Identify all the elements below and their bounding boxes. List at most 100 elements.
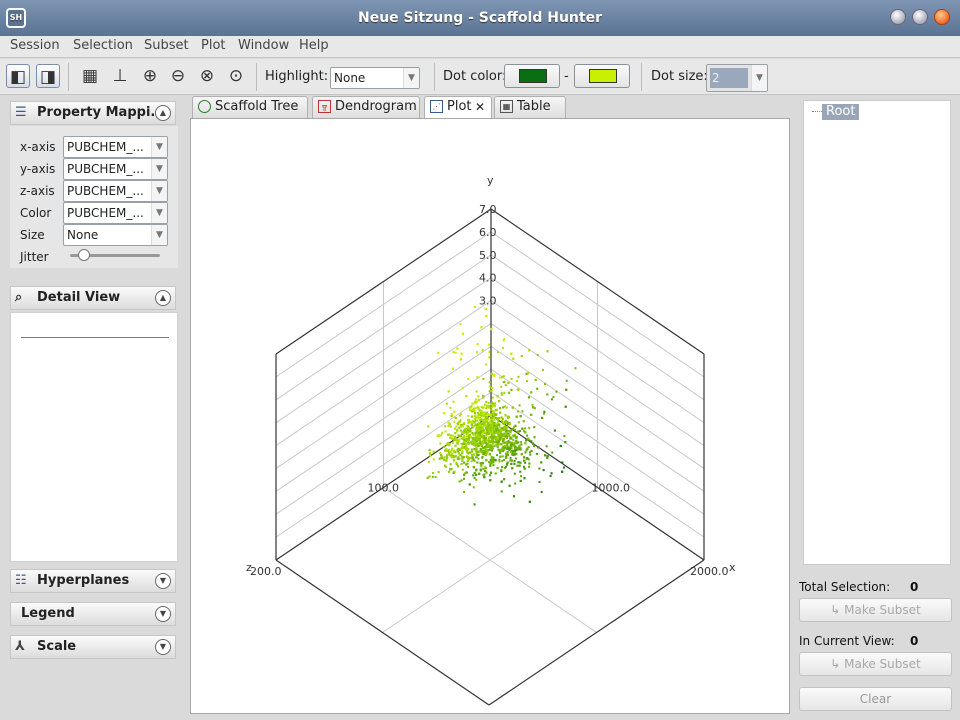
scatter-point xyxy=(480,326,483,329)
color-select[interactable]: PUBCHEM_... ▼ xyxy=(63,202,168,224)
scatter-point xyxy=(490,455,493,458)
scatter-point xyxy=(452,441,455,444)
collapse-icon[interactable]: ▲ xyxy=(155,105,171,121)
expand-icon[interactable]: ▼ xyxy=(155,606,171,622)
zoom-reset-icon[interactable]: ⊙ xyxy=(228,66,244,86)
box-edge xyxy=(490,208,705,355)
scatter-point xyxy=(483,430,486,433)
scatter-point xyxy=(489,464,492,467)
jitter-slider-thumb[interactable] xyxy=(77,249,90,261)
tab-plot[interactable]: ⋰ Plot ✕ xyxy=(424,96,492,119)
highlight-select[interactable]: None ▼ xyxy=(330,67,420,89)
menu-session[interactable]: Session xyxy=(10,38,60,53)
scatter-point xyxy=(458,458,461,461)
dot-color-to-button[interactable] xyxy=(574,64,630,88)
scatter-point xyxy=(465,428,468,431)
menu-window[interactable]: Window xyxy=(238,38,290,53)
scatter-point xyxy=(499,451,502,454)
scatter-point xyxy=(543,410,546,413)
scatter-point xyxy=(476,429,479,432)
scatter-point xyxy=(500,480,503,483)
dot-color-from-button[interactable] xyxy=(504,64,560,88)
scatter-3d-plot[interactable]: 7.0 6.0 5.0 4.0 3.0 y 1000.0 2000.0 x 100.0 200.0z xyxy=(191,119,789,713)
hyperplanes-header[interactable]: ☷ Hyperplanes ▼ xyxy=(10,569,176,593)
z-axis-select[interactable]: PUBCHEM_... ▼ xyxy=(63,180,168,202)
scatter-point xyxy=(471,422,474,425)
toggle-left-panel-icon[interactable]: ◧ xyxy=(6,64,30,88)
scatter-point xyxy=(465,395,468,398)
scatter-point xyxy=(459,423,462,426)
size-select[interactable]: None ▼ xyxy=(63,224,168,246)
scatter-point xyxy=(455,461,458,464)
scatter-point xyxy=(467,447,470,450)
tab-scaffold-tree[interactable]: Scaffold Tree xyxy=(192,96,308,118)
scatter-point xyxy=(504,444,507,447)
jitter-slider-track[interactable] xyxy=(70,254,160,257)
menu-subset[interactable]: Subset xyxy=(144,38,189,53)
expand-icon[interactable]: ▼ xyxy=(155,639,171,655)
expand-icon[interactable]: ▼ xyxy=(155,573,171,589)
scatter-point xyxy=(506,421,509,424)
color-swatch-to xyxy=(589,69,617,83)
search-icon: ⌕ xyxy=(15,290,23,305)
tab-table[interactable]: ▦ Table xyxy=(494,96,566,118)
scatter-point xyxy=(462,332,465,335)
scatter-point xyxy=(503,420,506,423)
scatter-point xyxy=(503,478,506,481)
close-tab-icon[interactable]: ✕ xyxy=(474,100,485,114)
menu-selection[interactable]: Selection xyxy=(73,38,133,53)
scatter-point xyxy=(475,431,478,434)
minimize-button[interactable] xyxy=(890,9,906,25)
scatter-point xyxy=(517,375,520,378)
scatter-point xyxy=(459,429,462,432)
scatter-point xyxy=(499,436,502,439)
scatter-point xyxy=(532,406,535,409)
scatter-point xyxy=(482,396,485,399)
collapse-icon[interactable]: ▲ xyxy=(155,290,171,306)
zoom-out-icon[interactable]: ⊖ xyxy=(170,66,186,86)
grid-icon[interactable]: ▦ xyxy=(81,66,99,86)
y-axis-select[interactable]: PUBCHEM_... ▼ xyxy=(63,158,168,180)
scatter-point xyxy=(481,456,484,459)
clear-button[interactable]: Clear xyxy=(799,687,952,711)
x-axis-select[interactable]: PUBCHEM_... ▼ xyxy=(63,136,168,158)
zoom-in-icon[interactable]: ⊕ xyxy=(142,66,158,86)
scatter-point xyxy=(488,445,491,448)
menu-plot[interactable]: Plot xyxy=(201,38,226,53)
detail-view-header[interactable]: ⌕ Detail View ▲ xyxy=(10,286,176,310)
scatter-point xyxy=(477,399,480,402)
scatter-point xyxy=(474,443,477,446)
scatter-point xyxy=(509,437,512,440)
scatter-point xyxy=(454,435,457,438)
scatter-point xyxy=(452,459,455,462)
dot-size-select[interactable]: 2 ▼ xyxy=(706,64,768,92)
scatter-point xyxy=(461,451,464,454)
property-mapping-header[interactable]: ☰ Property Mappi... ▲ xyxy=(10,101,176,125)
plot-panel[interactable]: 7.0 6.0 5.0 4.0 3.0 y 1000.0 2000.0 x 100.0 200.0 z xyxy=(190,118,790,714)
scatter-point xyxy=(448,470,451,473)
zoom-fit-icon[interactable]: ⊗ xyxy=(199,66,215,86)
menu-help[interactable]: Help xyxy=(299,38,329,53)
axis-ticks-icon[interactable]: ⊥ xyxy=(112,66,128,86)
close-button[interactable] xyxy=(934,9,950,25)
legend-header[interactable]: Legend ▼ xyxy=(10,602,176,626)
tree-root-node[interactable]: Root xyxy=(822,104,860,120)
scatter-point xyxy=(509,443,512,446)
make-subset-view-button[interactable]: ↳ Make Subset xyxy=(799,652,952,676)
scatter-point xyxy=(486,442,489,445)
scatter-point xyxy=(488,423,491,426)
scatter-point xyxy=(497,437,500,440)
make-subset-selection-button[interactable]: ↳ Make Subset xyxy=(799,598,952,622)
scatter-point xyxy=(475,478,478,481)
scatter-point xyxy=(446,442,449,445)
tab-dendrogram[interactable]: ╦ Dendrogram xyxy=(312,96,420,118)
maximize-button[interactable] xyxy=(912,9,928,25)
property-list-icon: ☰ xyxy=(15,105,27,120)
scatter-point xyxy=(520,453,523,456)
toggle-right-panel-icon[interactable]: ◨ xyxy=(36,64,60,88)
scale-header[interactable]: ⅄ Scale ▼ xyxy=(10,635,176,659)
scatter-point xyxy=(486,405,489,408)
y-axis-value: PUBCHEM_... xyxy=(67,162,144,176)
scatter-point xyxy=(431,475,434,478)
scatter-point xyxy=(448,443,451,446)
